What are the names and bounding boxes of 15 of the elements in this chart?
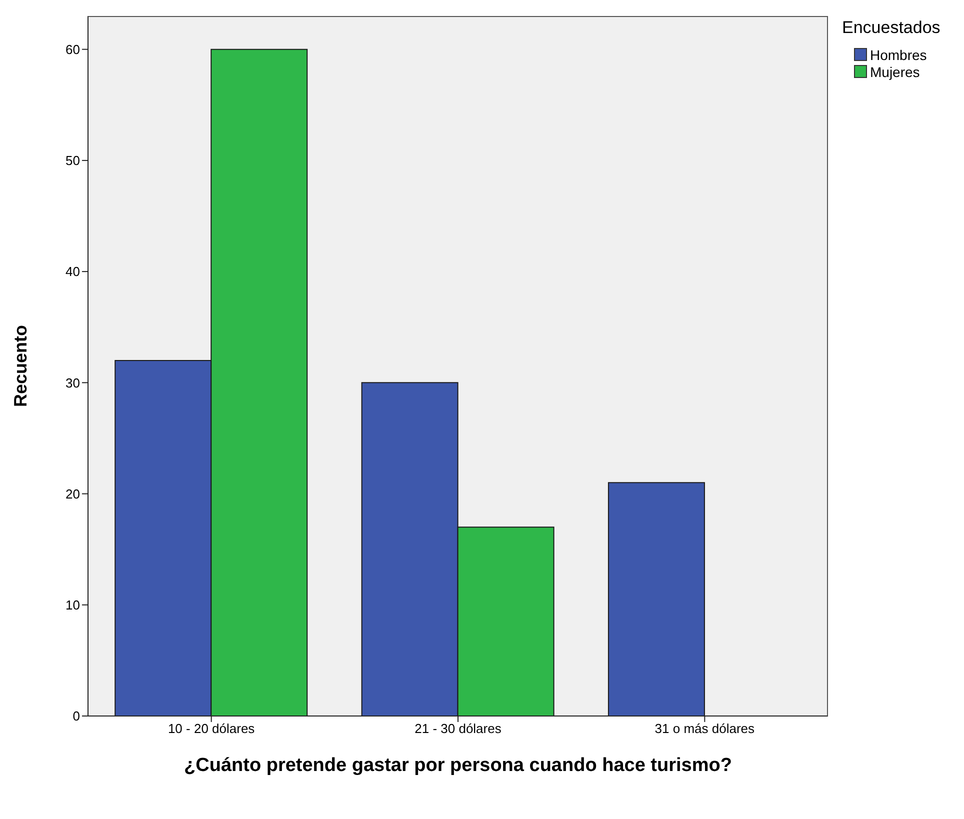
y-tick-label: 20 [66,486,80,502]
y-tick-label: 60 [66,42,80,57]
y-tick-label: 10 [66,598,80,613]
y-tick-label: 0 [72,708,80,724]
x-tick-label: 31 o más dólares [654,721,756,736]
y-tick-label: 40 [66,264,80,280]
y-tick-label: 30 [66,375,80,390]
x-tick-label: 10 - 20 dólares [168,721,256,736]
y-tick-label: 50 [66,153,80,168]
legend-title: Encuestados [842,18,940,38]
x-axis-title: ¿Cuánto pretende gastar por persona cuando hace turismo? [183,755,733,776]
legend-label: Hombres [870,46,927,62]
y-axis-title: Recuento [10,324,30,408]
x-tick-label: 21 - 30 dólares [414,721,502,736]
legend-label: Mujeres [870,64,920,80]
